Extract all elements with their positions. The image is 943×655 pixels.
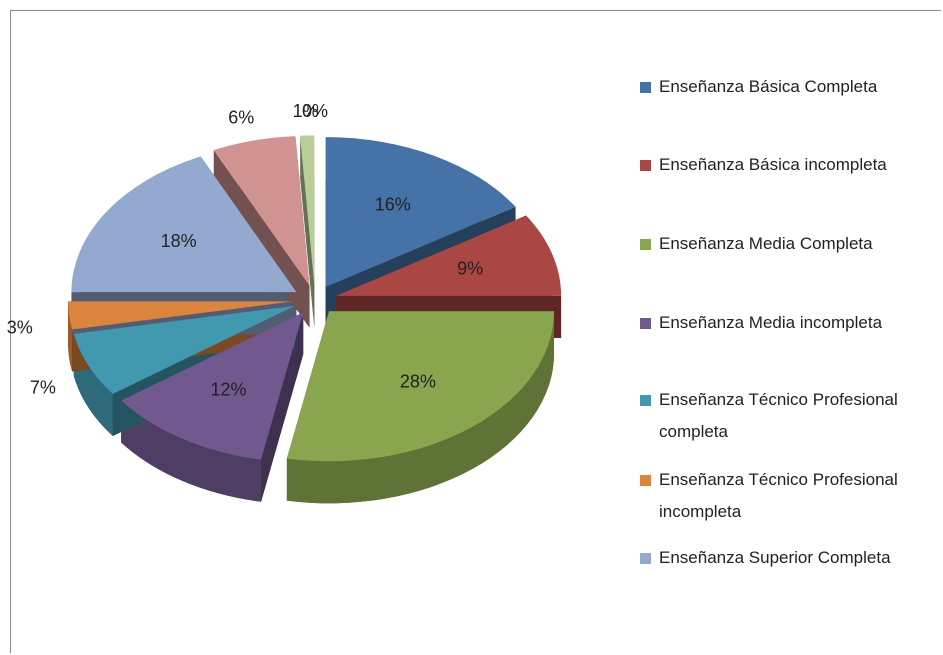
legend-label: Enseñanza Técnico Profesional incompleta — [659, 470, 898, 521]
data-label: 12% — [210, 380, 246, 400]
legend-entry: Enseñanza Básica incompleta — [640, 149, 930, 181]
legend-entry: Enseñanza Técnico Profesional completa — [640, 384, 930, 448]
slice-wall — [300, 135, 315, 328]
legend-swatch — [640, 475, 651, 486]
slice — [325, 137, 516, 288]
legend-swatch — [640, 82, 651, 93]
data-label: 18% — [161, 231, 197, 251]
legend-entry: Enseñanza Media Completa — [640, 228, 930, 260]
data-label: 7% — [30, 377, 56, 397]
slice-edge — [121, 400, 262, 502]
slice-wall — [261, 312, 304, 502]
chart-frame — [10, 10, 941, 653]
slice — [213, 136, 310, 286]
slice — [121, 312, 304, 460]
legend-swatch — [640, 239, 651, 250]
data-label: 0% — [302, 101, 328, 121]
legend-entry: Enseñanza Técnico Profesional incompleta — [640, 464, 930, 528]
slice — [300, 135, 315, 286]
legend-entry: Enseñanza Superior Completa — [640, 542, 930, 574]
legend-swatch — [640, 395, 651, 406]
legend-swatch — [640, 553, 651, 564]
data-label: 16% — [375, 194, 411, 214]
slice — [73, 305, 295, 394]
slice — [71, 156, 297, 293]
data-label: 1% — [293, 101, 319, 121]
legend-label: Enseñanza Técnico Profesional completa — [659, 390, 898, 441]
legend-label: Enseñanza Media incompleta — [659, 313, 883, 332]
legend-swatch — [640, 318, 651, 329]
slice-tops — [68, 135, 562, 462]
legend-label: Enseñanza Media Completa — [659, 234, 873, 253]
slice — [68, 301, 294, 330]
data-label: 28% — [400, 372, 436, 392]
slice-edge — [286, 311, 555, 504]
legend-label: Enseñanza Básica Completa — [659, 77, 878, 96]
legend-swatch — [640, 160, 651, 171]
legend-entry: Enseñanza Básica Completa — [640, 71, 930, 103]
data-label: 6% — [228, 107, 254, 127]
data-label: 9% — [457, 259, 483, 279]
legend-entry: Enseñanza Media incompleta — [640, 307, 930, 339]
slice — [286, 311, 555, 462]
legend-label: Enseñanza Superior Completa — [659, 548, 891, 567]
slice-edge — [68, 301, 73, 372]
legend-label: Enseñanza Básica incompleta — [659, 155, 887, 174]
data-label: 3% — [7, 317, 33, 337]
slice — [336, 215, 562, 296]
